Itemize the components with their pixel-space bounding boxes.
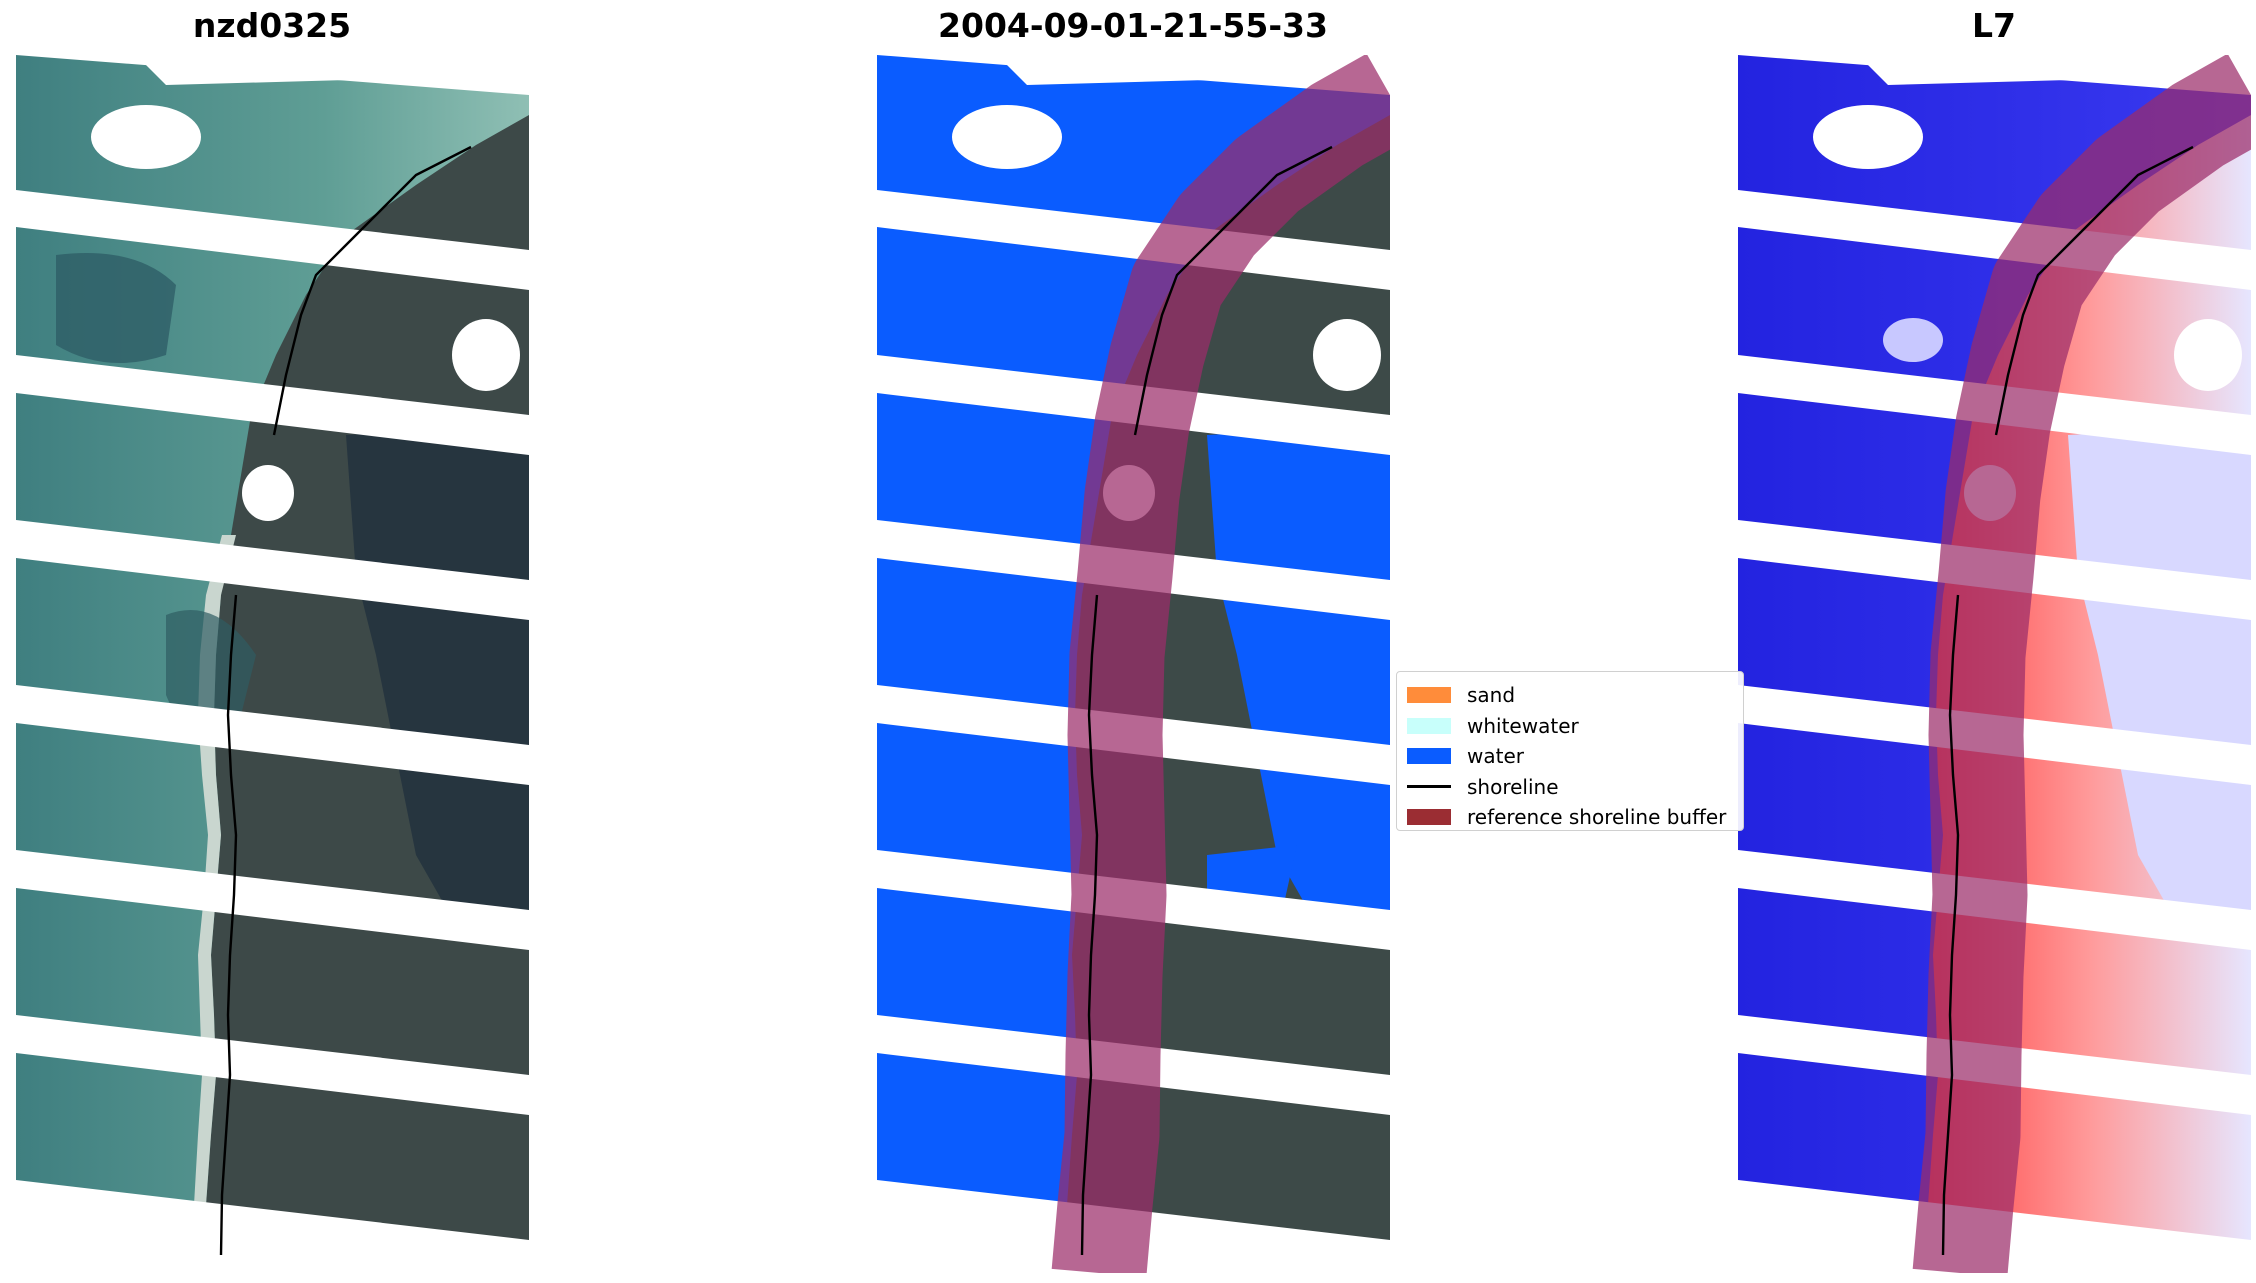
legend-label: water — [1467, 744, 1524, 769]
shoreline-swatch — [1407, 785, 1451, 789]
reference-shoreline-buffer — [1051, 55, 1390, 1273]
legend-item-sand: sand — [1407, 680, 1733, 711]
reference-shoreline-buffer — [1912, 55, 2251, 1273]
shoreline-line — [1080, 145, 1333, 1256]
index-image — [1738, 55, 2251, 1273]
shoreline-line — [1941, 145, 2194, 1256]
panel-title-classified: 2004-09-01-21-55-33 — [938, 6, 1328, 45]
water-swatch — [1407, 748, 1451, 765]
legend-label: whitewater — [1467, 713, 1579, 738]
sand-swatch — [1407, 687, 1451, 704]
legend: sand whitewater water shoreline referenc… — [1396, 671, 1744, 831]
legend-item-shoreline: shoreline — [1407, 772, 1733, 803]
rgb-image — [16, 55, 529, 1273]
buffer-swatch — [1407, 809, 1451, 826]
classified-image — [877, 55, 1390, 1273]
legend-label: reference shoreline buffer — [1467, 805, 1727, 830]
panel-title-rgb: nzd0325 — [192, 6, 352, 45]
legend-label: sand — [1467, 683, 1516, 708]
legend-label: shoreline — [1467, 774, 1559, 799]
legend-item-buffer: reference shoreline buffer — [1407, 802, 1733, 833]
whitewater-swatch — [1407, 717, 1451, 734]
legend-item-water: water — [1407, 741, 1733, 772]
index-image-panel — [1738, 55, 2251, 1273]
legend-item-whitewater: whitewater — [1407, 711, 1733, 742]
rgb-image-panel — [16, 55, 529, 1273]
shoreline-line — [219, 145, 472, 1256]
panel-title-index: L7 — [1972, 6, 2016, 45]
classified-image-panel — [877, 55, 1390, 1273]
